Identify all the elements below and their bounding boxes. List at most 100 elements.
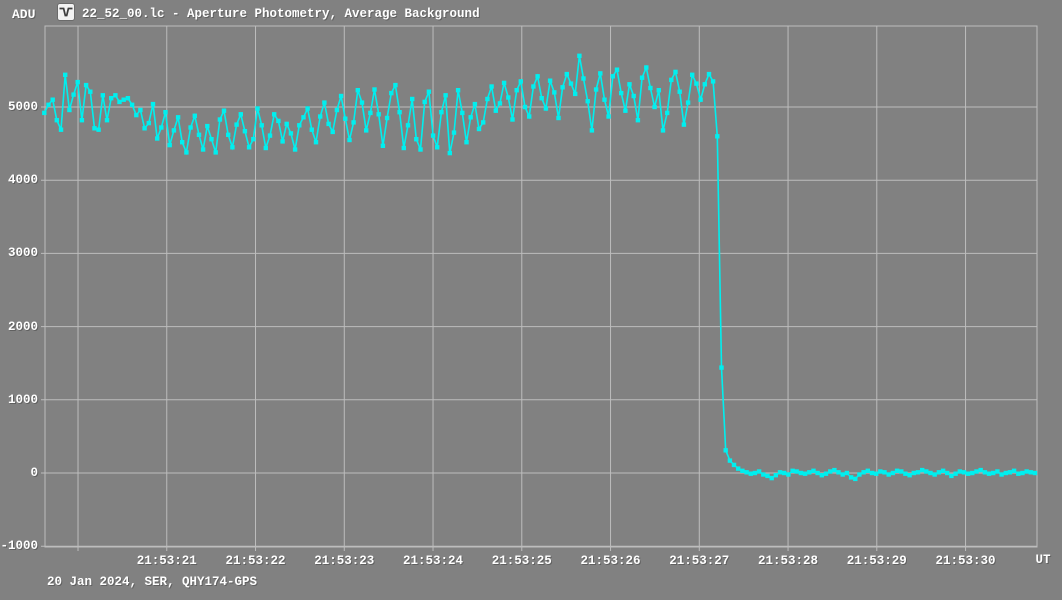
data-point-marker bbox=[748, 471, 753, 476]
data-point-marker bbox=[376, 112, 381, 117]
data-point-marker bbox=[552, 90, 557, 95]
data-point-marker bbox=[92, 126, 97, 131]
data-point-marker bbox=[991, 470, 996, 476]
data-point-marker bbox=[665, 110, 670, 116]
data-point-marker bbox=[330, 129, 335, 135]
data-point-marker bbox=[497, 101, 503, 106]
data-point-marker bbox=[263, 145, 268, 151]
data-point-marker bbox=[389, 90, 394, 96]
data-point-marker bbox=[75, 79, 80, 85]
data-point-marker bbox=[138, 107, 143, 113]
data-point-marker bbox=[986, 471, 992, 476]
data-point-marker bbox=[230, 145, 235, 150]
data-point-marker bbox=[238, 112, 243, 117]
data-point-marker bbox=[384, 115, 390, 121]
data-point-marker bbox=[811, 468, 816, 473]
data-point-marker bbox=[46, 102, 51, 107]
data-point-marker bbox=[493, 108, 498, 113]
data-point-marker bbox=[63, 72, 68, 77]
data-point-marker bbox=[343, 116, 348, 121]
data-point-marker bbox=[644, 65, 649, 70]
data-point-marker bbox=[819, 473, 824, 478]
data-point-marker bbox=[623, 108, 628, 113]
data-point-marker bbox=[593, 87, 599, 92]
data-point-marker bbox=[184, 150, 189, 155]
data-point-marker bbox=[978, 467, 983, 473]
data-point-marker bbox=[865, 468, 870, 473]
data-point-marker bbox=[568, 81, 574, 86]
data-point-marker bbox=[602, 97, 607, 102]
data-point-marker bbox=[828, 469, 833, 474]
data-point-marker bbox=[246, 145, 252, 150]
x-tick-label: 21:53:24 bbox=[403, 554, 464, 568]
data-point-marker bbox=[685, 100, 691, 105]
data-point-marker bbox=[117, 99, 122, 105]
y-tick-label: 1000 bbox=[7, 392, 38, 407]
data-point-marker bbox=[163, 110, 168, 115]
data-point-marker bbox=[710, 79, 716, 84]
data-point-marker bbox=[949, 473, 954, 479]
data-point-marker bbox=[414, 137, 419, 142]
data-point-marker bbox=[426, 89, 432, 94]
data-point-marker bbox=[506, 95, 511, 100]
data-point-marker bbox=[338, 93, 344, 99]
data-point-marker bbox=[58, 127, 64, 132]
data-point-marker bbox=[531, 84, 536, 89]
data-point-marker bbox=[1024, 469, 1029, 474]
x-tick-label: 21:53:30 bbox=[935, 554, 996, 568]
data-point-marker bbox=[882, 470, 887, 475]
data-point-marker bbox=[698, 97, 703, 102]
data-point-marker bbox=[564, 71, 569, 77]
data-point-marker bbox=[150, 101, 156, 107]
data-point-marker bbox=[878, 469, 883, 474]
data-point-marker bbox=[840, 472, 845, 477]
data-point-marker bbox=[188, 125, 193, 130]
data-point-marker bbox=[146, 120, 151, 126]
data-point-marker bbox=[430, 133, 436, 138]
data-point-marker bbox=[460, 110, 465, 116]
data-point-marker bbox=[832, 467, 837, 473]
data-point-marker bbox=[652, 104, 657, 110]
data-point-marker bbox=[443, 93, 448, 98]
y-tick-label: 3000 bbox=[7, 246, 38, 261]
data-point-marker bbox=[1003, 470, 1008, 476]
x-tick-label: 21:53:22 bbox=[225, 554, 286, 568]
y-tick-label: 2000 bbox=[7, 319, 38, 334]
data-point-marker bbox=[961, 470, 967, 475]
data-point-marker bbox=[359, 100, 365, 105]
data-point-marker bbox=[83, 82, 89, 88]
y-tick-label: 5000 bbox=[7, 100, 38, 115]
window-title: 22_52_00.lc - Aperture Photometry, Avera… bbox=[82, 7, 480, 21]
data-point-marker bbox=[915, 470, 921, 475]
data-point-marker bbox=[481, 120, 486, 125]
data-point-marker bbox=[334, 107, 340, 113]
data-point-marker bbox=[447, 150, 452, 156]
data-point-marker bbox=[155, 136, 160, 141]
data-point-marker bbox=[890, 470, 896, 476]
data-point-marker bbox=[631, 93, 636, 99]
data-point-marker bbox=[794, 469, 799, 474]
data-point-marker bbox=[259, 123, 264, 128]
data-point-marker bbox=[129, 102, 135, 107]
data-point-marker bbox=[786, 472, 791, 477]
data-point-marker bbox=[861, 470, 866, 475]
data-point-marker bbox=[435, 145, 440, 150]
data-point-marker bbox=[836, 470, 841, 475]
data-point-marker bbox=[472, 101, 478, 107]
data-point-marker bbox=[71, 92, 76, 97]
data-point-marker bbox=[585, 99, 590, 104]
data-point-marker bbox=[773, 473, 778, 478]
data-point-marker bbox=[1016, 471, 1021, 476]
data-point-marker bbox=[1020, 470, 1025, 476]
data-point-marker bbox=[527, 114, 532, 119]
data-point-marker bbox=[702, 82, 707, 87]
data-point-marker bbox=[364, 128, 369, 133]
data-point-marker bbox=[995, 469, 1000, 474]
lightcurve-dip-icon bbox=[57, 3, 75, 21]
data-point-marker bbox=[405, 123, 411, 128]
data-point-marker bbox=[673, 69, 678, 75]
data-point-marker bbox=[777, 470, 783, 475]
data-point-marker bbox=[744, 470, 749, 475]
data-point-marker bbox=[731, 462, 737, 468]
